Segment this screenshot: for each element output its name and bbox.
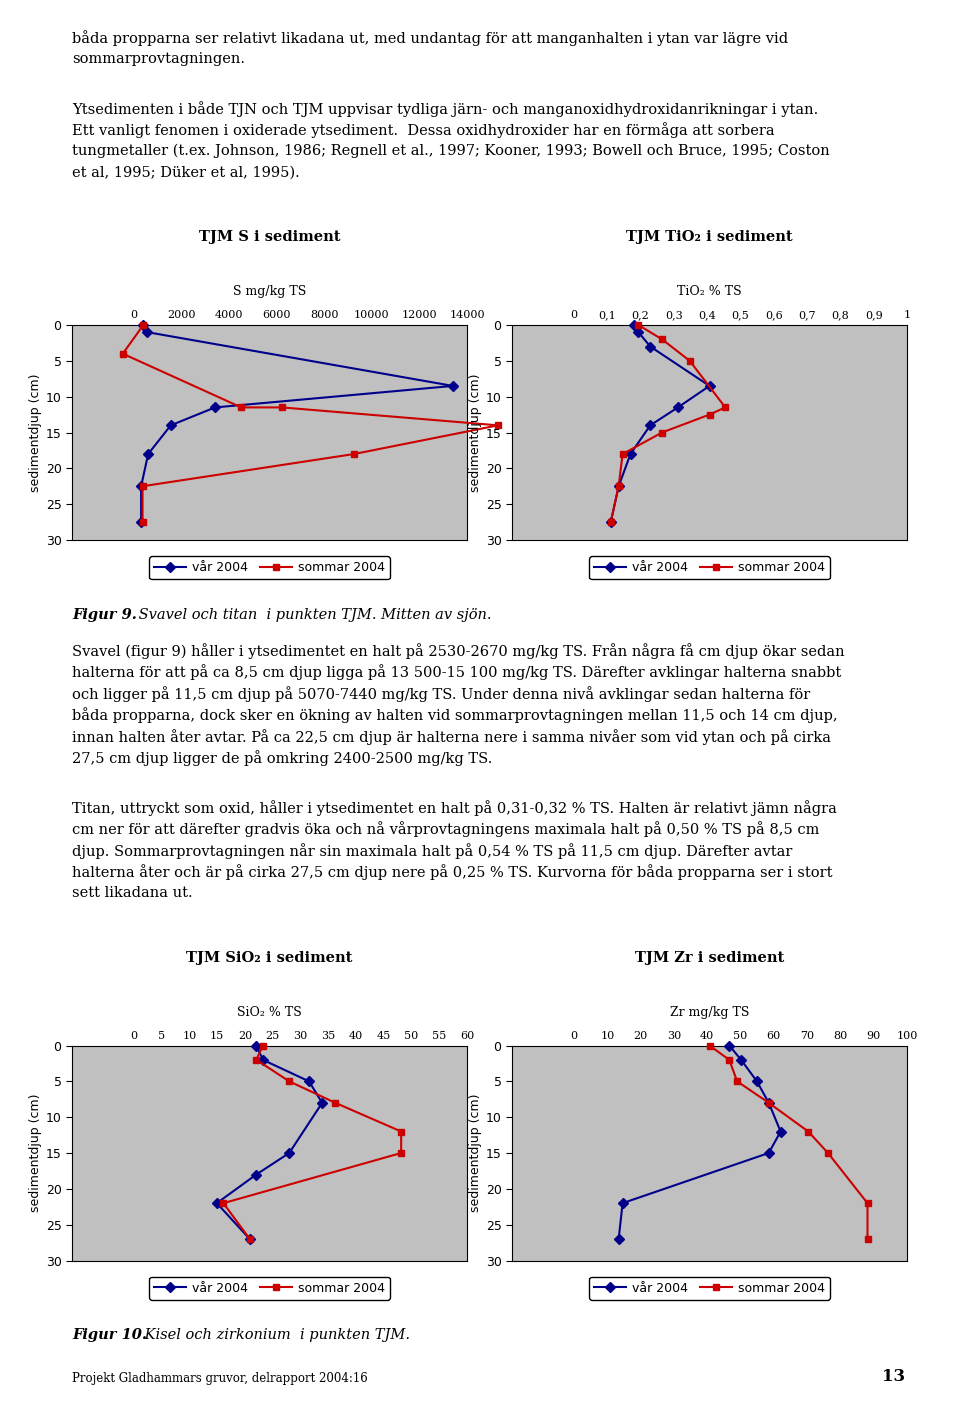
Text: 10: 10 bbox=[182, 1030, 197, 1040]
Text: 100: 100 bbox=[897, 1030, 918, 1040]
Text: 60: 60 bbox=[767, 1030, 780, 1040]
Text: 0: 0 bbox=[131, 1030, 137, 1040]
Text: innan halten åter avtar. På ca 22,5 cm djup är halterna nere i samma nivåer som : innan halten åter avtar. På ca 22,5 cm d… bbox=[72, 729, 831, 745]
Text: Svavel och titan  i punkten TJM. Mitten av sjön.: Svavel och titan i punkten TJM. Mitten a… bbox=[134, 607, 492, 622]
Y-axis label: sedimentdjup (cm): sedimentdjup (cm) bbox=[468, 1094, 482, 1212]
Text: 13: 13 bbox=[882, 1368, 905, 1385]
Text: Figur 10.: Figur 10. bbox=[72, 1328, 147, 1342]
Text: halterna åter och är på cirka 27,5 cm djup nere på 0,25 % TS. Kurvorna för båda : halterna åter och är på cirka 27,5 cm dj… bbox=[72, 864, 832, 880]
Text: båda propparna, dock sker en ökning av halten vid sommarprovtagningen mellan 11,: båda propparna, dock sker en ökning av h… bbox=[72, 708, 838, 724]
Text: TJM S i sediment: TJM S i sediment bbox=[199, 230, 340, 244]
Text: 0,3: 0,3 bbox=[665, 309, 683, 321]
Text: 10: 10 bbox=[600, 1030, 614, 1040]
Text: 27,5 cm djup ligger de på omkring 2400-2500 mg/kg TS.: 27,5 cm djup ligger de på omkring 2400-2… bbox=[72, 751, 492, 766]
Text: 5: 5 bbox=[158, 1030, 165, 1040]
Text: 0,8: 0,8 bbox=[831, 309, 850, 321]
Text: 14000: 14000 bbox=[449, 309, 485, 321]
Text: 30: 30 bbox=[667, 1030, 681, 1040]
Text: 45: 45 bbox=[376, 1030, 391, 1040]
Text: 50: 50 bbox=[733, 1030, 748, 1040]
Text: 8000: 8000 bbox=[310, 309, 339, 321]
Text: Zr mg/kg TS: Zr mg/kg TS bbox=[670, 1006, 749, 1019]
Text: 0: 0 bbox=[131, 309, 137, 321]
Text: 0: 0 bbox=[570, 309, 578, 321]
Text: S mg/kg TS: S mg/kg TS bbox=[233, 285, 306, 298]
Text: TJM TiO₂ i sediment: TJM TiO₂ i sediment bbox=[626, 230, 793, 244]
Text: sett likadana ut.: sett likadana ut. bbox=[72, 885, 193, 900]
Text: TiO₂ % TS: TiO₂ % TS bbox=[677, 285, 742, 298]
Text: 90: 90 bbox=[867, 1030, 881, 1040]
Text: Svavel (figur 9) håller i ytsedimentet en halt på 2530-2670 mg/kg TS. Från några: Svavel (figur 9) håller i ytsedimentet e… bbox=[72, 643, 845, 658]
Text: 0,2: 0,2 bbox=[632, 309, 650, 321]
Text: 15: 15 bbox=[210, 1030, 225, 1040]
Text: 50: 50 bbox=[404, 1030, 419, 1040]
Text: 40: 40 bbox=[348, 1030, 363, 1040]
Text: Kisel och zirkonium  i punkten TJM.: Kisel och zirkonium i punkten TJM. bbox=[140, 1328, 410, 1342]
Y-axis label: sedimentdjup (cm): sedimentdjup (cm) bbox=[468, 373, 482, 492]
Text: 1: 1 bbox=[903, 309, 911, 321]
Text: Ytsedimenten i både TJN och TJM uppvisar tydliga järn- och manganoxidhydroxidanr: Ytsedimenten i både TJN och TJM uppvisar… bbox=[72, 101, 818, 116]
Text: 6000: 6000 bbox=[262, 309, 291, 321]
Text: Ett vanligt fenomen i oxiderade ytsediment.  Dessa oxidhydroxider har en förmåga: Ett vanligt fenomen i oxiderade ytsedime… bbox=[72, 122, 775, 139]
Text: 0,6: 0,6 bbox=[765, 309, 782, 321]
Text: 40: 40 bbox=[700, 1030, 714, 1040]
Text: 20: 20 bbox=[238, 1030, 252, 1040]
Text: båda propparna ser relativt likadana ut, med undantag för att manganhalten i yta: båda propparna ser relativt likadana ut,… bbox=[72, 30, 788, 45]
Text: 25: 25 bbox=[266, 1030, 280, 1040]
Text: 0: 0 bbox=[570, 1030, 578, 1040]
Text: tungmetaller (t.ex. Johnson, 1986; Regnell et al., 1997; Kooner, 1993; Bowell oc: tungmetaller (t.ex. Johnson, 1986; Regne… bbox=[72, 143, 829, 159]
Text: 35: 35 bbox=[322, 1030, 335, 1040]
Text: 12000: 12000 bbox=[401, 309, 437, 321]
Legend: vår 2004, sommar 2004: vår 2004, sommar 2004 bbox=[149, 1277, 390, 1300]
Text: halterna för att på ca 8,5 cm djup ligga på 13 500-15 100 mg/kg TS. Därefter avk: halterna för att på ca 8,5 cm djup ligga… bbox=[72, 664, 841, 680]
Text: TJM Zr i sediment: TJM Zr i sediment bbox=[635, 951, 784, 965]
Text: Projekt Gladhammars gruvor, delrapport 2004:16: Projekt Gladhammars gruvor, delrapport 2… bbox=[72, 1372, 368, 1385]
Text: 0,1: 0,1 bbox=[598, 309, 616, 321]
Text: sommarprovtagningen.: sommarprovtagningen. bbox=[72, 51, 245, 65]
Text: 0,7: 0,7 bbox=[799, 309, 816, 321]
Text: 20: 20 bbox=[634, 1030, 648, 1040]
Text: SiO₂ % TS: SiO₂ % TS bbox=[237, 1006, 301, 1019]
Y-axis label: sedimentdjup (cm): sedimentdjup (cm) bbox=[29, 373, 41, 492]
Text: 2000: 2000 bbox=[167, 309, 196, 321]
Text: 4000: 4000 bbox=[215, 309, 244, 321]
Text: Figur 9.: Figur 9. bbox=[72, 607, 137, 622]
Text: djup. Sommarprovtagningen når sin maximala halt på 0,54 % TS på 11,5 cm djup. Dä: djup. Sommarprovtagningen når sin maxima… bbox=[72, 843, 792, 858]
Text: 70: 70 bbox=[800, 1030, 814, 1040]
Legend: vår 2004, sommar 2004: vår 2004, sommar 2004 bbox=[149, 556, 390, 579]
Text: Titan, uttryckt som oxid, håller i ytsedimentet en halt på 0,31-0,32 % TS. Halte: Titan, uttryckt som oxid, håller i ytsed… bbox=[72, 800, 837, 816]
Text: och ligger på 11,5 cm djup på 5070-7440 mg/kg TS. Under denna nivå avklingar sed: och ligger på 11,5 cm djup på 5070-7440 … bbox=[72, 685, 810, 702]
Text: 10000: 10000 bbox=[354, 309, 390, 321]
Text: 0,4: 0,4 bbox=[698, 309, 716, 321]
Text: 55: 55 bbox=[432, 1030, 446, 1040]
Text: 60: 60 bbox=[460, 1030, 474, 1040]
Y-axis label: sedimentdjup (cm): sedimentdjup (cm) bbox=[29, 1094, 41, 1212]
Text: 0,5: 0,5 bbox=[732, 309, 750, 321]
Text: 30: 30 bbox=[294, 1030, 307, 1040]
Legend: vår 2004, sommar 2004: vår 2004, sommar 2004 bbox=[589, 1277, 829, 1300]
Text: 0,9: 0,9 bbox=[865, 309, 882, 321]
Legend: vår 2004, sommar 2004: vår 2004, sommar 2004 bbox=[589, 556, 829, 579]
Text: et al, 1995; Düker et al, 1995).: et al, 1995; Düker et al, 1995). bbox=[72, 166, 300, 179]
Text: 80: 80 bbox=[833, 1030, 848, 1040]
Text: cm ner för att därefter gradvis öka och nå vårprovtagningens maximala halt på 0,: cm ner för att därefter gradvis öka och … bbox=[72, 822, 820, 837]
Text: TJM SiO₂ i sediment: TJM SiO₂ i sediment bbox=[186, 951, 352, 965]
